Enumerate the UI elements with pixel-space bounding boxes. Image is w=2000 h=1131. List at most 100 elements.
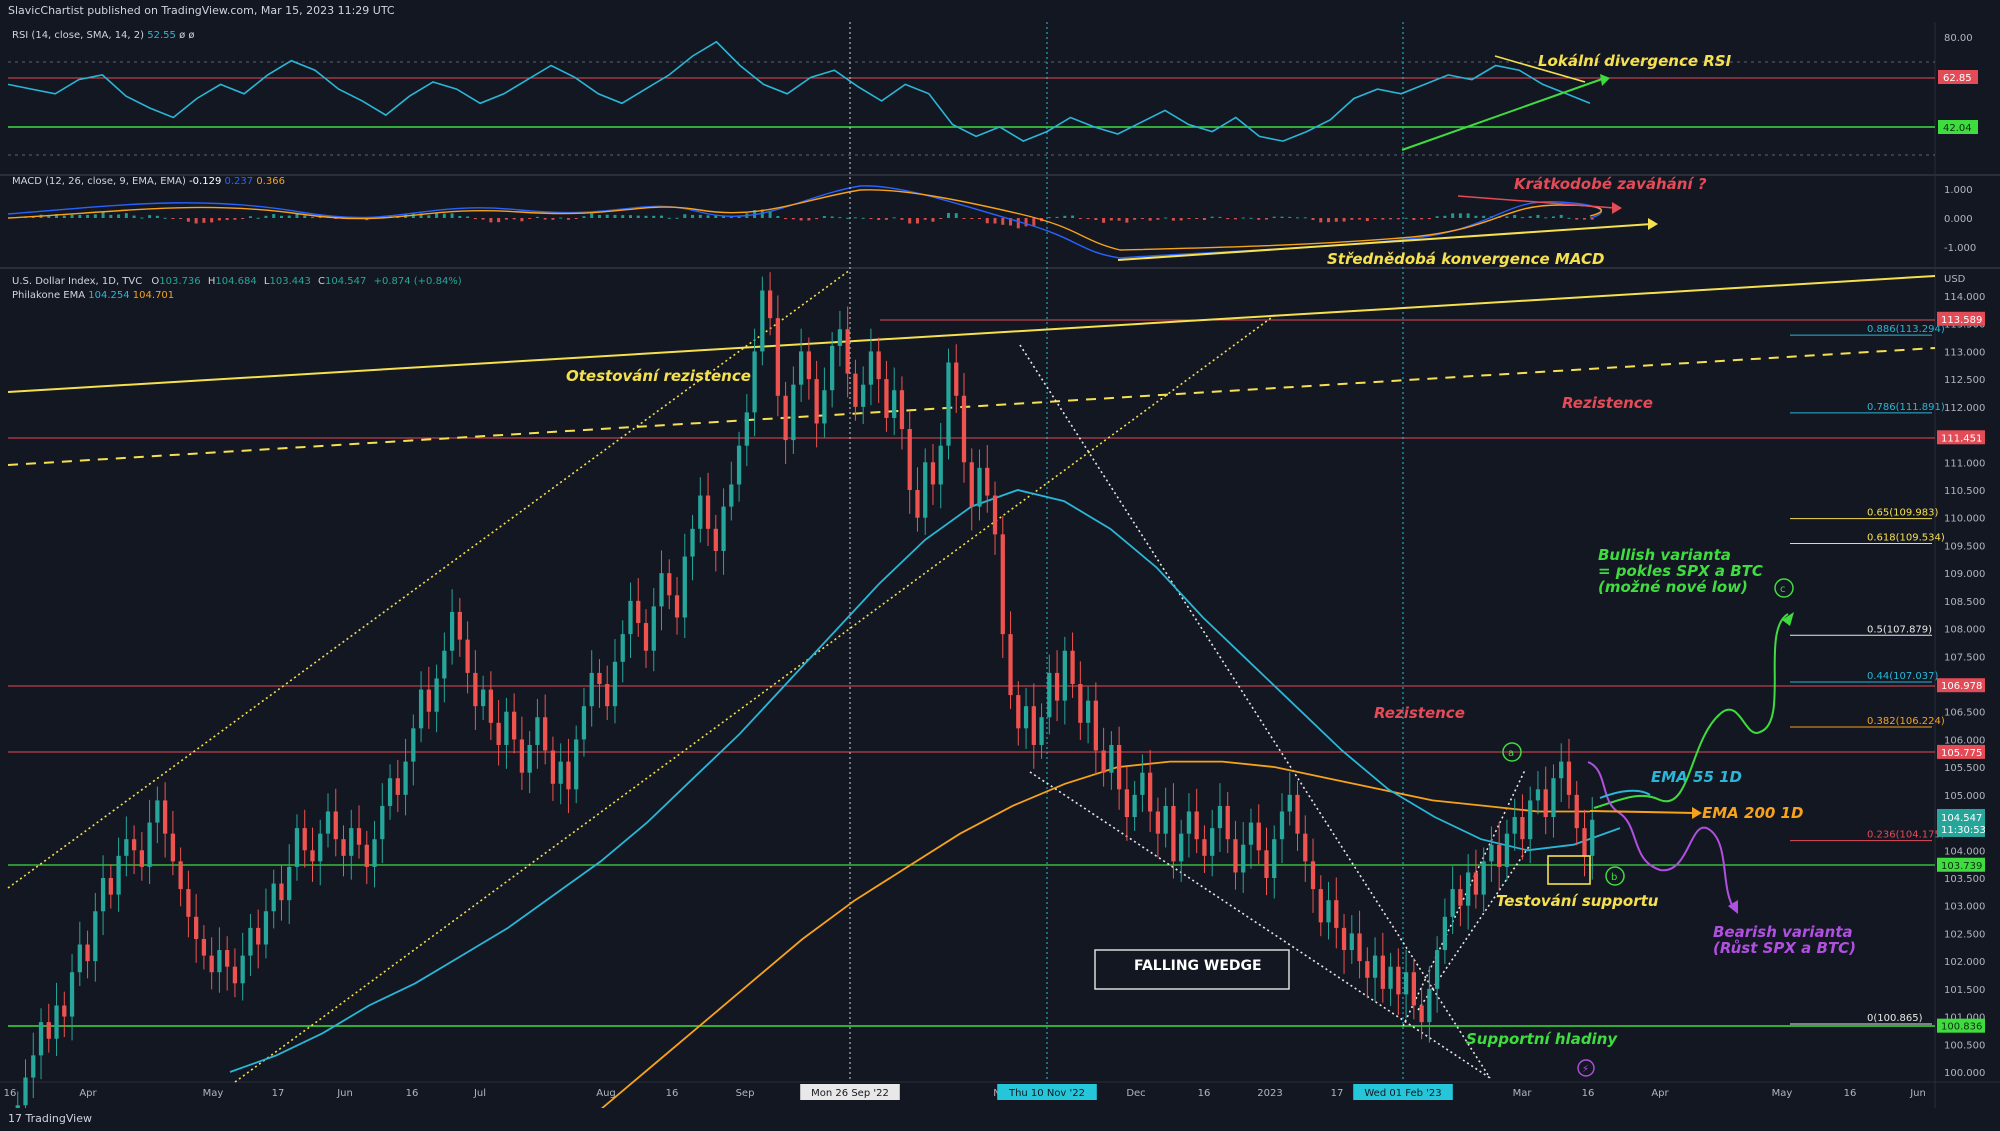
candle (209, 937, 214, 990)
candle (457, 598, 462, 657)
candle (1031, 683, 1036, 769)
rsi-tick-80: 80.00 (1944, 33, 1973, 44)
svg-text:0.5(107.879): 0.5(107.879) (1867, 624, 1932, 635)
candle (1535, 771, 1541, 815)
price-tick-label: 111.000 (1944, 458, 1985, 469)
candle (643, 609, 649, 668)
anno-bullish-1: Bullish varianta (1598, 546, 1731, 564)
candle (232, 948, 238, 998)
time-tick: Apr (1651, 1088, 1669, 1099)
candle (1349, 915, 1354, 964)
candle (418, 671, 424, 743)
candle (822, 367, 827, 438)
candle (798, 328, 804, 402)
svg-text:May: May (203, 1088, 224, 1099)
candle (426, 666, 431, 729)
candle (1326, 881, 1331, 940)
price-tag: 105.775 (1937, 744, 1985, 759)
candle (496, 700, 501, 766)
candle (1295, 781, 1300, 851)
fib-level: 0.65(109.983) (1790, 508, 1939, 520)
svg-text:U.S. Dollar Index, 1D, TVC: U.S. Dollar Index, 1D, TVC O103.736 H104… (12, 276, 462, 287)
candle (318, 819, 323, 886)
svg-text:16: 16 (406, 1088, 419, 1099)
price-tag: 106.978 (1937, 678, 1985, 693)
candle (566, 738, 571, 814)
candle (194, 894, 199, 963)
anno-rsi-divergence: Lokální divergence RSI (1538, 52, 1732, 70)
wedge-label-box (1094, 949, 1290, 990)
candle (131, 825, 137, 875)
candle (550, 736, 556, 801)
time-tick: Thu 10 Nov '22 (997, 1084, 1097, 1100)
svg-text:100.836: 100.836 (1941, 1022, 1982, 1033)
bearish-arrow (1728, 900, 1738, 914)
candle (868, 328, 874, 406)
candle (1039, 703, 1044, 759)
svg-text:17: 17 (272, 1088, 285, 1099)
svg-text:17: 17 (1331, 1088, 1344, 1099)
fib-level: 0.886(113.294) (1790, 324, 1945, 336)
fib-level: 0.5(107.879) (1790, 624, 1932, 636)
tradingview-logo: 17 TradingView (8, 1112, 92, 1125)
candle (38, 1008, 44, 1080)
candle (1582, 809, 1587, 877)
candle (387, 764, 393, 820)
candle (1566, 738, 1572, 809)
fib-level: 0.236(104.175) (1790, 830, 1945, 842)
candle (1574, 781, 1579, 846)
time-tick: 17 (272, 1088, 285, 1099)
candle (946, 348, 951, 460)
candle (31, 1032, 36, 1099)
price-tick-label: 106.000 (1944, 735, 1985, 746)
price-tick-label: 101.500 (1944, 985, 1985, 996)
candle (201, 925, 207, 970)
candle (1512, 798, 1517, 851)
resistance-trendline-dashed (7, 347, 1936, 466)
macd-tick-m1: -1.000 (1944, 243, 1976, 254)
rsi-value: 52.55 (147, 30, 176, 41)
svg-text:16: 16 (4, 1088, 17, 1099)
time-tick: May (1772, 1088, 1793, 1099)
time-tick: Mon 26 Sep '22 (800, 1084, 900, 1100)
candle (682, 533, 687, 638)
candle (628, 582, 633, 658)
anno-macd-convergence: Střednědobá konvergence MACD (1327, 250, 1604, 268)
candle (54, 982, 59, 1056)
candle (1520, 794, 1525, 860)
candle (1171, 783, 1176, 879)
time-tick: Jul (473, 1088, 486, 1099)
candle (1427, 966, 1432, 1043)
macd-label: MACD (12, 26, close, 9, EMA, EMA) (12, 176, 186, 187)
anno-bearish-2: (Růst SPX a BTC) (1713, 939, 1856, 957)
rsi-red-tag (1938, 70, 1978, 84)
rsi-label: RSI (14, close, SMA, 14, 2) (12, 30, 144, 41)
anno-bullish-3: (možné nové low) (1598, 578, 1748, 596)
price-tick-label: 103.500 (1944, 874, 1985, 885)
price-tick-label: 114.000 (1944, 292, 1985, 303)
svg-text:0.65(109.983): 0.65(109.983) (1867, 508, 1939, 519)
candle (302, 809, 307, 868)
price-axis: 114.000113.500113.000112.500112.000111.5… (1937, 292, 1986, 1079)
price-tick-label: 101.000 (1944, 1013, 1985, 1024)
wave-b-circle (1605, 866, 1625, 886)
candle (1101, 727, 1106, 787)
candle (861, 366, 866, 425)
candle (504, 697, 509, 769)
candle (279, 865, 284, 921)
anno-macd-hesitation: Krátkodobé zaváhání ? (1514, 175, 1707, 193)
candle (155, 786, 160, 844)
price-tick-label: 100.000 (1944, 1068, 1985, 1079)
candle (620, 620, 625, 683)
price-tick-label: 112.000 (1944, 403, 1985, 414)
candle (403, 738, 408, 816)
candle (1000, 516, 1005, 658)
svg-text:Dec: Dec (1126, 1088, 1145, 1099)
candle (581, 687, 587, 757)
candle (659, 550, 664, 631)
candle (814, 360, 819, 448)
candle (93, 892, 98, 982)
candle (527, 731, 532, 794)
candle (217, 927, 222, 993)
